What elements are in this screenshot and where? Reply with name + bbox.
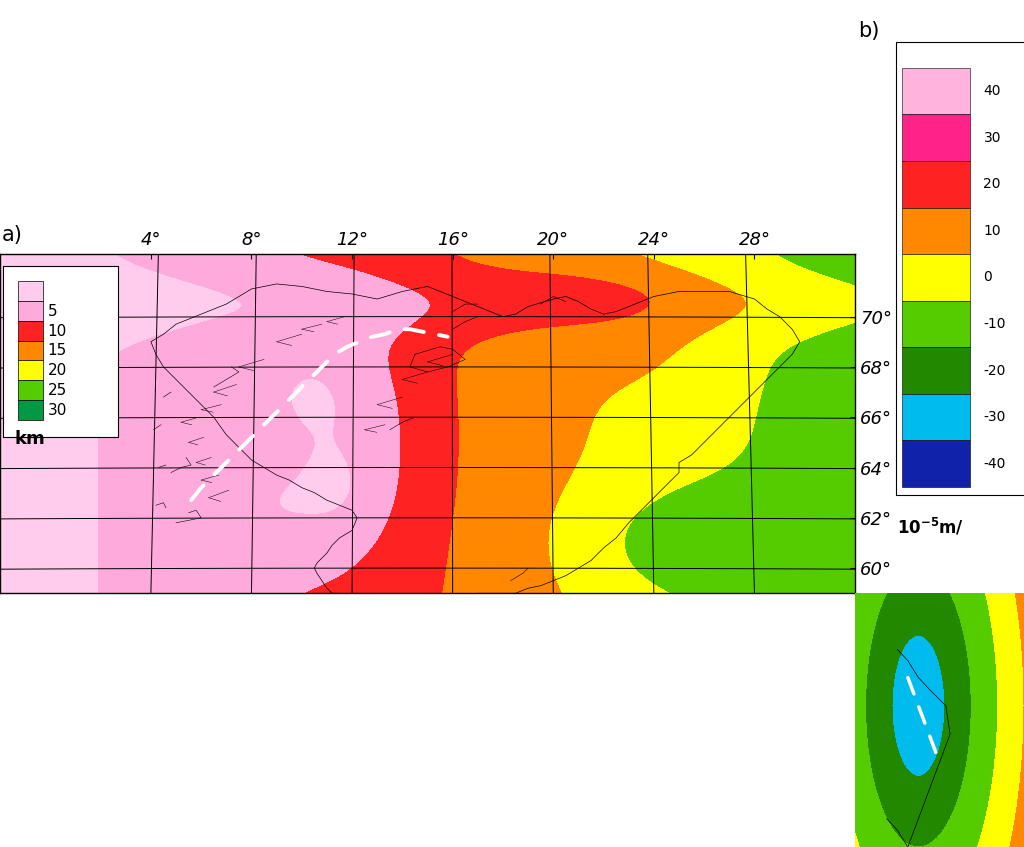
Text: $\mathbf{10^{-5}}$m/: $\mathbf{10^{-5}}$m/ bbox=[897, 517, 965, 538]
Text: 15: 15 bbox=[48, 344, 67, 358]
Text: km: km bbox=[14, 429, 45, 448]
Bar bbox=[2, 266, 118, 437]
Text: -40: -40 bbox=[983, 457, 1006, 471]
Text: 20: 20 bbox=[983, 177, 1000, 191]
Text: b): b) bbox=[858, 21, 880, 42]
Bar bbox=[902, 68, 970, 114]
Bar bbox=[902, 440, 970, 487]
Text: 5: 5 bbox=[48, 304, 57, 319]
Text: 40: 40 bbox=[983, 84, 1000, 98]
Bar bbox=[17, 340, 43, 361]
Bar bbox=[902, 301, 970, 347]
Text: -20: -20 bbox=[983, 363, 1006, 378]
Text: 30: 30 bbox=[48, 403, 68, 418]
Bar bbox=[17, 361, 43, 380]
Bar bbox=[902, 114, 970, 161]
Bar bbox=[17, 400, 43, 420]
Bar bbox=[902, 347, 970, 394]
Text: 10: 10 bbox=[983, 224, 1001, 238]
Text: 0: 0 bbox=[983, 270, 992, 285]
Bar bbox=[17, 321, 43, 340]
Bar bbox=[17, 302, 43, 321]
Bar bbox=[902, 254, 970, 301]
Bar bbox=[902, 394, 970, 440]
Bar bbox=[896, 42, 1024, 495]
Bar bbox=[17, 380, 43, 400]
Bar bbox=[17, 281, 43, 302]
Text: -30: -30 bbox=[983, 410, 1006, 424]
Bar bbox=[902, 208, 970, 254]
Text: a): a) bbox=[2, 225, 23, 246]
Text: 10: 10 bbox=[48, 324, 67, 339]
Bar bbox=[902, 161, 970, 208]
Text: 20: 20 bbox=[48, 363, 67, 379]
Text: -10: -10 bbox=[983, 317, 1006, 331]
Text: 25: 25 bbox=[48, 383, 67, 398]
Text: 30: 30 bbox=[983, 130, 1000, 145]
